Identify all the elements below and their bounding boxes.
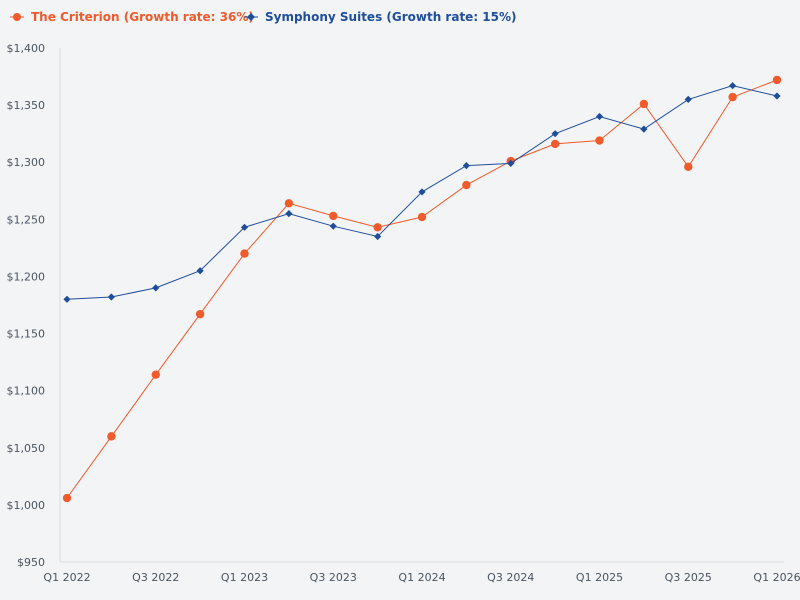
y-tick-label: $1,100 [7, 385, 46, 398]
data-point-symphony[interactable] [329, 222, 337, 230]
data-point-criterion[interactable] [151, 370, 160, 379]
data-point-criterion[interactable] [62, 493, 72, 503]
legend-item-criterion[interactable]: The Criterion (Growth rate: 36%) [10, 10, 254, 24]
data-point-symphony[interactable] [684, 95, 692, 103]
data-point-criterion[interactable] [772, 75, 782, 85]
legend-marker-symphony [247, 13, 255, 21]
data-point-symphony[interactable] [640, 125, 648, 133]
y-tick-label: $1,150 [7, 328, 46, 341]
y-tick-label: $1,200 [7, 270, 46, 283]
x-tick-label: Q3 2023 [310, 571, 357, 584]
data-point-criterion[interactable] [639, 99, 649, 109]
y-tick-label: $1,300 [7, 156, 46, 169]
x-tick-label: Q1 2026 [753, 571, 800, 584]
data-point-criterion[interactable] [373, 223, 382, 232]
y-tick-label: $1,350 [7, 99, 46, 112]
data-point-criterion[interactable] [107, 432, 116, 441]
x-tick-label: Q3 2025 [665, 571, 712, 584]
data-point-symphony[interactable] [773, 92, 781, 100]
y-tick-label: $1,000 [7, 499, 46, 512]
series-line-criterion [66, 79, 778, 499]
legend: The Criterion (Growth rate: 36%) Symphon… [10, 10, 517, 24]
x-tick-label: Q3 2024 [487, 571, 534, 584]
data-point-symphony[interactable] [240, 223, 249, 231]
data-point-symphony[interactable] [551, 130, 559, 138]
data-point-symphony[interactable] [285, 210, 293, 218]
x-tick-label: Q1 2025 [576, 571, 623, 584]
data-point-criterion[interactable] [595, 136, 604, 145]
y-tick-label: $1,400 [7, 42, 46, 55]
data-point-criterion[interactable] [462, 180, 471, 190]
y-tick-label: $1,050 [7, 442, 46, 455]
data-point-symphony[interactable] [63, 295, 71, 303]
x-tick-label: Q3 2022 [132, 571, 179, 584]
y-tick-label: $1,250 [7, 213, 46, 226]
y-axis-ticks: $950 $1,000 $1,050 $1,100 $1,150 $1,200 $1,250… [7, 42, 46, 569]
x-tick-label: Q1 2023 [221, 571, 268, 584]
data-point-criterion[interactable] [284, 199, 294, 208]
data-point-criterion[interactable] [684, 162, 693, 171]
data-point-criterion[interactable] [417, 212, 427, 222]
data-point-symphony[interactable] [107, 293, 115, 301]
data-point-symphony[interactable] [462, 162, 470, 170]
y-tick-label: $950 [17, 556, 45, 569]
legend-label-criterion: The Criterion (Growth rate: 36%) [31, 10, 254, 24]
legend-label-symphony: Symphony Suites (Growth rate: 15%) [265, 10, 517, 24]
data-point-criterion[interactable] [550, 139, 560, 149]
series-layer [62, 75, 782, 503]
legend-marker-criterion [13, 13, 21, 21]
x-tick-label: Q1 2024 [398, 571, 445, 584]
legend-item-symphony[interactable]: Symphony Suites (Growth rate: 15%) [244, 10, 517, 24]
data-point-symphony[interactable] [595, 112, 604, 121]
data-point-symphony[interactable] [418, 188, 426, 196]
data-point-criterion[interactable] [329, 211, 338, 221]
x-axis-ticks: Q1 2022 Q3 2022 Q1 2023 Q3 2023 Q1 2024 Q3 20… [43, 571, 800, 584]
data-point-symphony[interactable] [152, 284, 160, 292]
data-point-criterion[interactable] [240, 249, 249, 258]
x-tick-label: Q1 2022 [43, 571, 90, 584]
data-point-symphony[interactable] [374, 232, 382, 241]
data-point-symphony[interactable] [196, 267, 204, 275]
data-point-criterion[interactable] [728, 92, 737, 102]
data-point-symphony[interactable] [729, 82, 737, 90]
data-point-symphony[interactable] [507, 159, 515, 167]
data-point-criterion[interactable] [195, 309, 205, 319]
